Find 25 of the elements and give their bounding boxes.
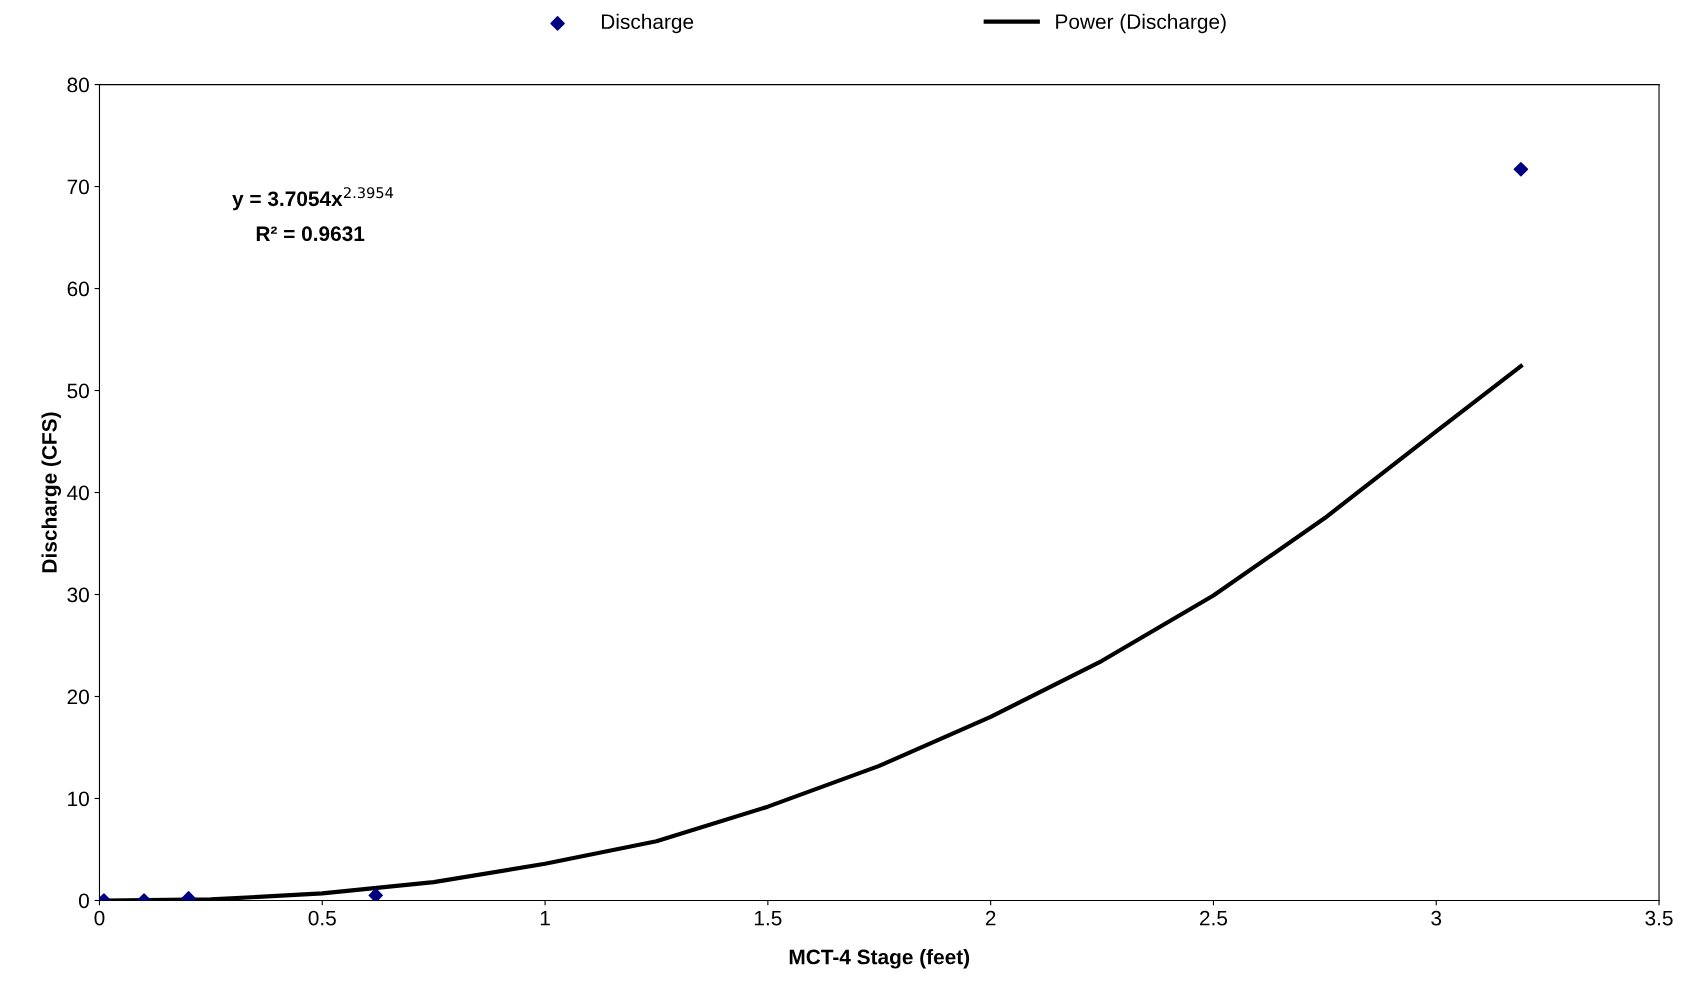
y-tick-label: 50 [67,383,89,399]
y-tick-label: 80 [67,77,89,93]
x-tick-label: 2.5 [1200,910,1228,926]
x-axis-title: MCT-4 Stage (feet) [789,949,970,969]
y-tick-label: 60 [67,281,89,297]
annotation: y = 3.7054x$^{2.3954}$ [232,187,394,211]
y-tick-label: 0 [78,893,89,909]
legend-label: Discharge [601,13,694,34]
x-tick-label: 1 [540,910,550,926]
x-tick-label: 3 [1431,910,1442,926]
y-tick-label: 40 [67,485,89,501]
legend-label: Power (Discharge) [1056,13,1226,34]
x-tick-label: 0.5 [308,910,336,926]
x-tick-label: 1.5 [754,910,782,926]
point [1513,161,1529,177]
y-axis-title: Discharge (CFS) [41,412,62,573]
y-tick-label: 70 [67,179,89,195]
x-tick-label: 2 [985,910,996,926]
annotation: R² = 0.9631 [256,226,365,242]
x-tick-label: 0 [94,910,105,926]
point [368,888,384,901]
y-tick-label: 10 [68,791,89,807]
x-tick-label: 3.5 [1645,910,1673,926]
y-tick-label: 20 [67,689,89,705]
y-tick-label: 30 [67,587,89,603]
